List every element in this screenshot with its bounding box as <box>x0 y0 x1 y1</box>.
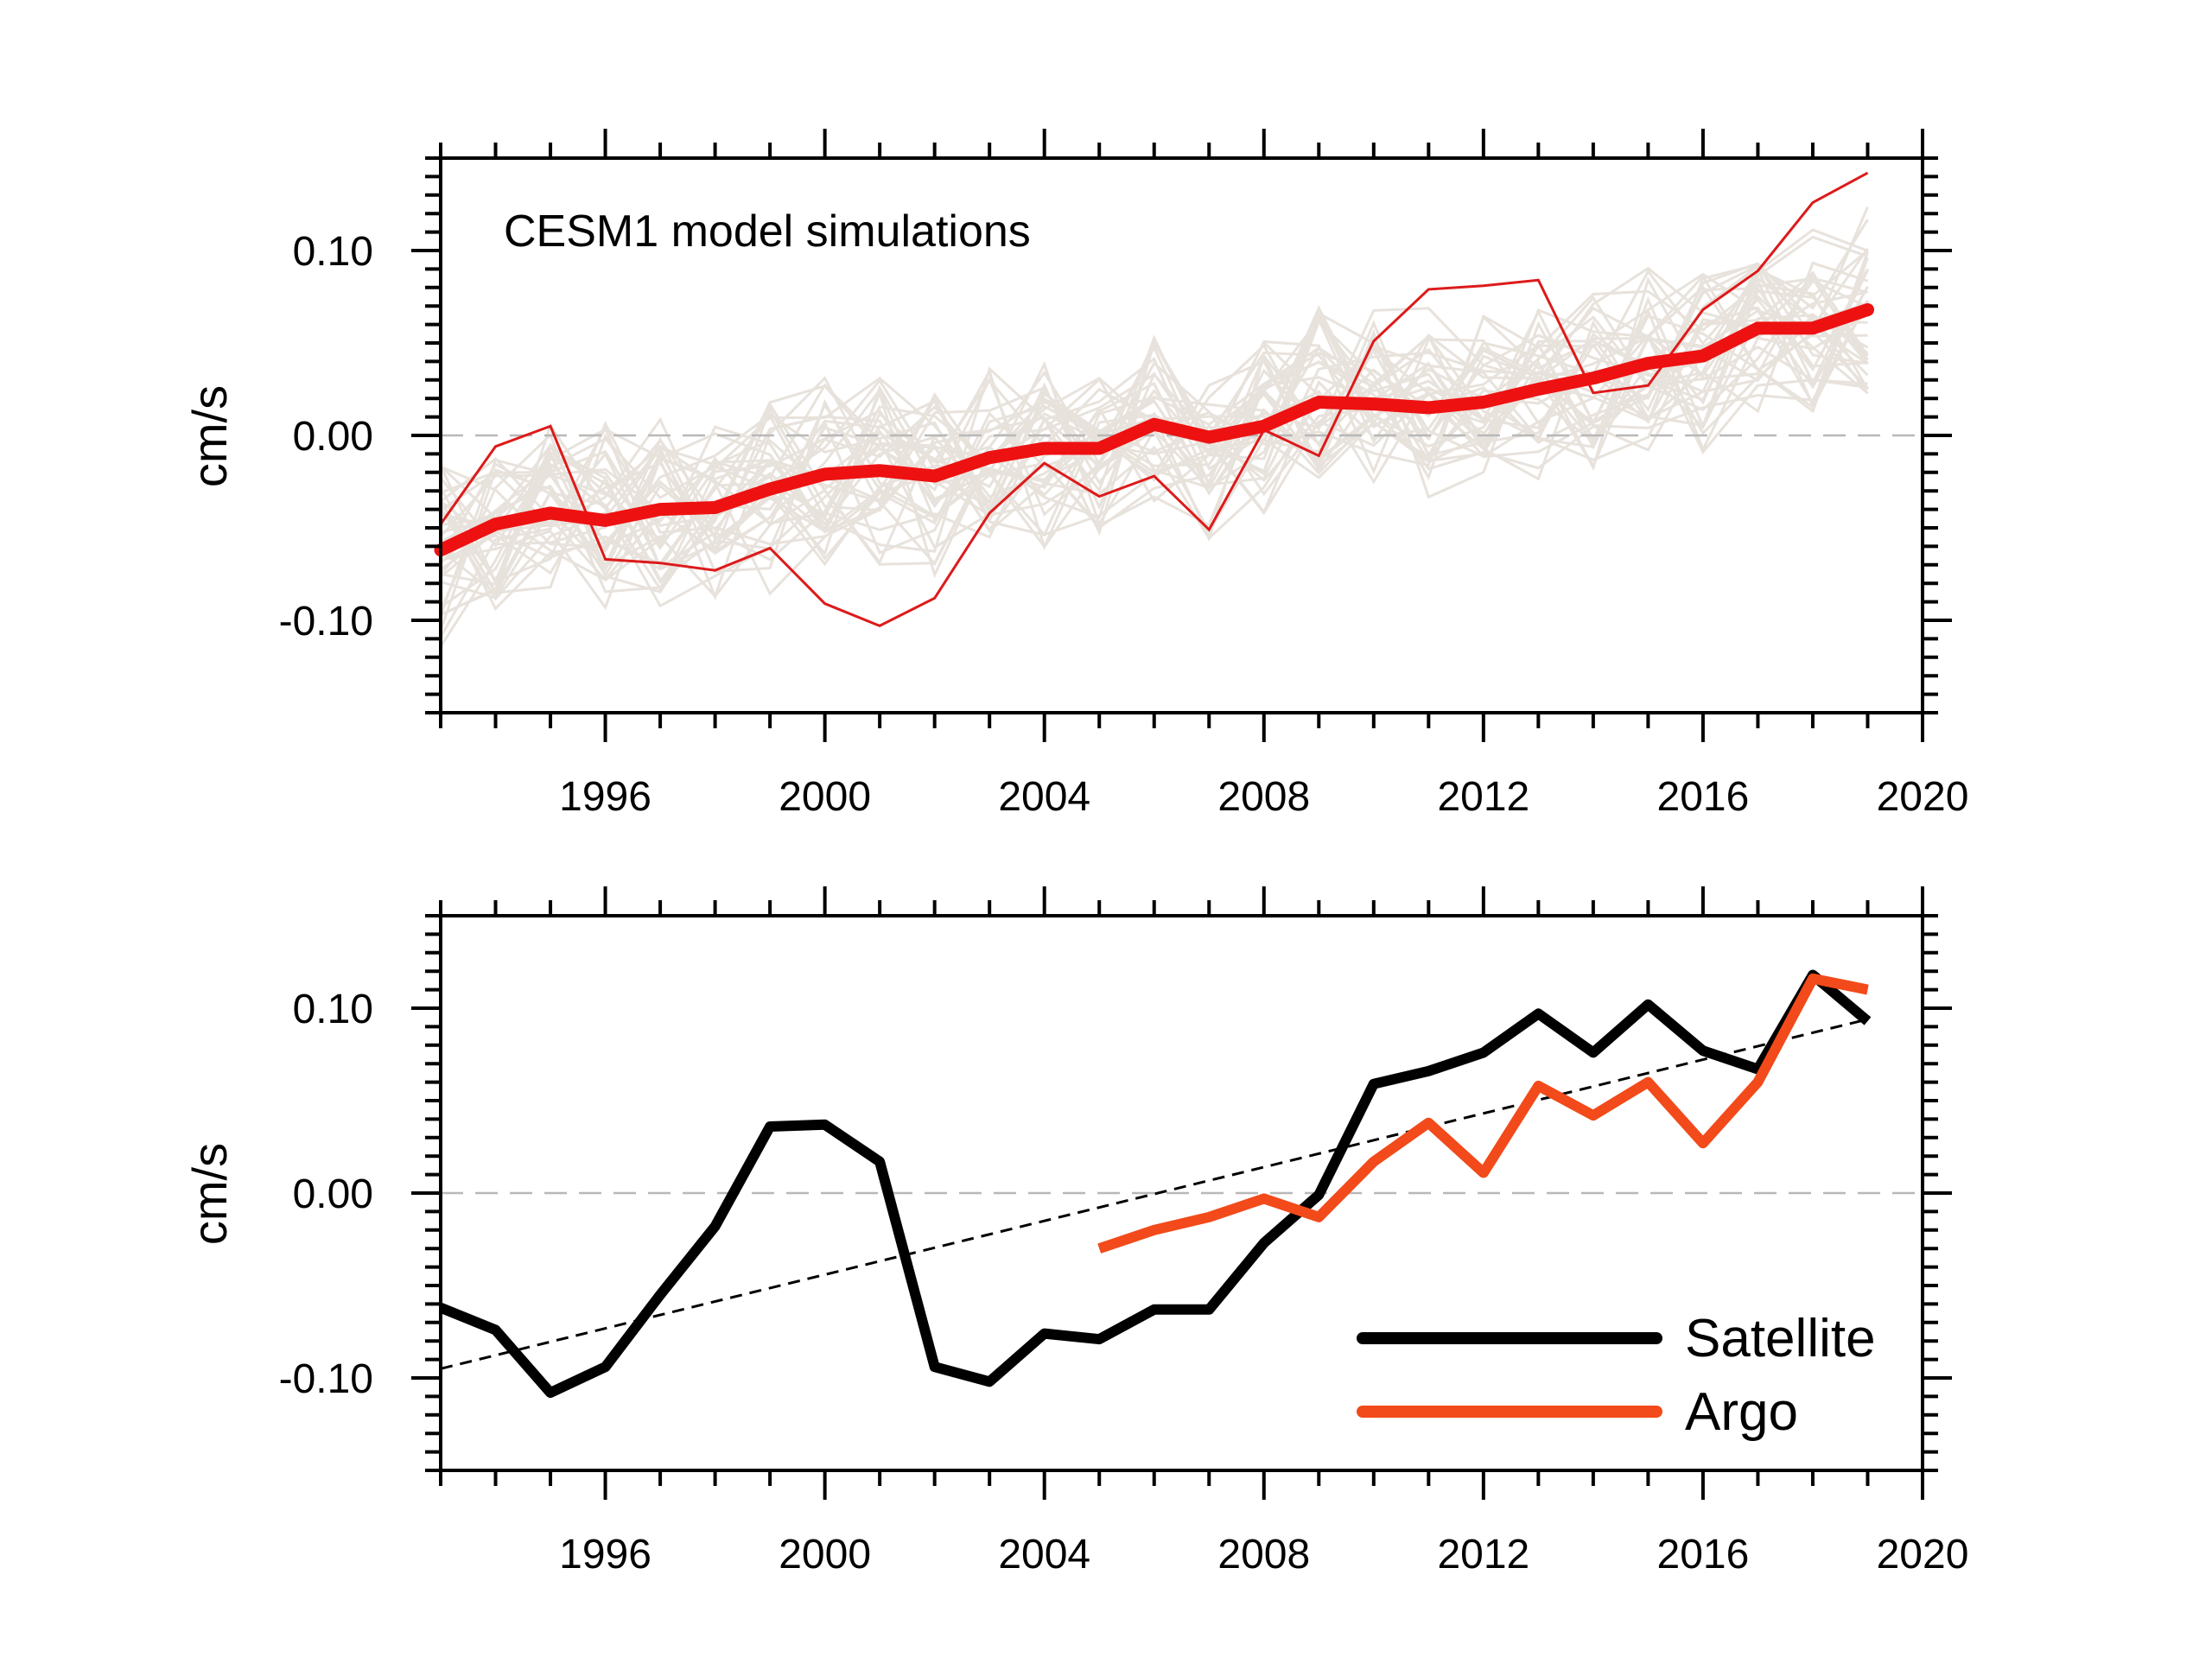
x-tick-label: 2012 <box>1437 774 1529 820</box>
x-tick-label: 2020 <box>1877 1532 1969 1578</box>
y-tick-label: -0.10 <box>279 599 373 644</box>
panel-model-simulations: -0.10 0.00 0.10 1996 2000 2004 2008 2012 2016 20… <box>182 129 1968 820</box>
axes <box>411 129 1952 742</box>
series-line-argo <box>1097 973 1869 1254</box>
annotation-cesm1: CESM1 model simulations <box>504 206 1031 257</box>
legend-label-satellite: Satellite <box>1685 1309 1876 1368</box>
y-axis-label: cm/s <box>182 1143 237 1245</box>
ensemble-mean-line <box>434 303 1874 557</box>
x-tick-label: 1996 <box>559 1532 652 1578</box>
y-axis-label: cm/s <box>182 385 237 487</box>
x-tick-label: 2004 <box>998 1532 1090 1578</box>
ensemble-member-line <box>440 307 1869 546</box>
legend-label-argo: Argo <box>1685 1382 1798 1442</box>
ensemble-member-line <box>439 285 1869 574</box>
x-tick-label: 2000 <box>779 774 871 820</box>
x-tick-label: 2016 <box>1657 774 1750 820</box>
ensemble-member-line <box>440 271 1869 569</box>
ensemble-member-line <box>440 308 1868 551</box>
trend-line <box>440 1018 1868 1370</box>
x-tick-label: 2008 <box>1217 1532 1310 1578</box>
x-tick-label: 2008 <box>1217 774 1310 820</box>
x-tick-label: 2016 <box>1657 1532 1750 1578</box>
series-line-satellite <box>438 969 1872 1399</box>
linear-trend-line <box>440 1018 1868 1370</box>
x-tick-label: 2000 <box>779 1532 871 1578</box>
ensemble-member-line <box>440 312 1869 616</box>
x-tick-labels: 1996 2000 2004 2008 2012 2016 2020 <box>559 774 1968 820</box>
y-tick-label: 0.00 <box>293 414 373 460</box>
ensemble-member-line <box>439 228 1869 586</box>
single-member-line <box>439 171 1869 628</box>
x-tick-labels: 1996 2000 2004 2008 2012 2016 2020 <box>559 1532 1968 1578</box>
legend: Satellite Argo <box>1357 1309 1876 1442</box>
series-lines <box>434 171 1874 628</box>
x-tick-label: 2012 <box>1437 1532 1529 1578</box>
x-tick-label: 1996 <box>559 774 652 820</box>
series-lines <box>438 969 1872 1399</box>
y-tick-label: 0.00 <box>293 1171 373 1217</box>
y-tick-label: 0.10 <box>293 987 373 1032</box>
axes <box>411 886 1952 1500</box>
x-tick-label: 2020 <box>1877 774 1969 820</box>
ensemble-member-line <box>439 266 1868 583</box>
ensemble-member-line <box>440 314 1869 587</box>
ensemble-member-line <box>440 219 1869 582</box>
y-tick-labels: -0.10 0.00 0.10 <box>279 987 373 1402</box>
y-tick-label: 0.10 <box>293 229 373 275</box>
y-tick-label: -0.10 <box>279 1356 373 1402</box>
ensemble-member-line <box>439 276 1868 584</box>
ensemble-member-line <box>439 269 1869 632</box>
x-tick-label: 2004 <box>998 774 1090 820</box>
panel-observations: -0.10 0.00 0.10 1996 2000 2004 2008 2012 2016 20… <box>182 886 1968 1578</box>
ensemble-member-line <box>440 263 1868 596</box>
y-tick-labels: -0.10 0.00 0.10 <box>279 229 373 644</box>
